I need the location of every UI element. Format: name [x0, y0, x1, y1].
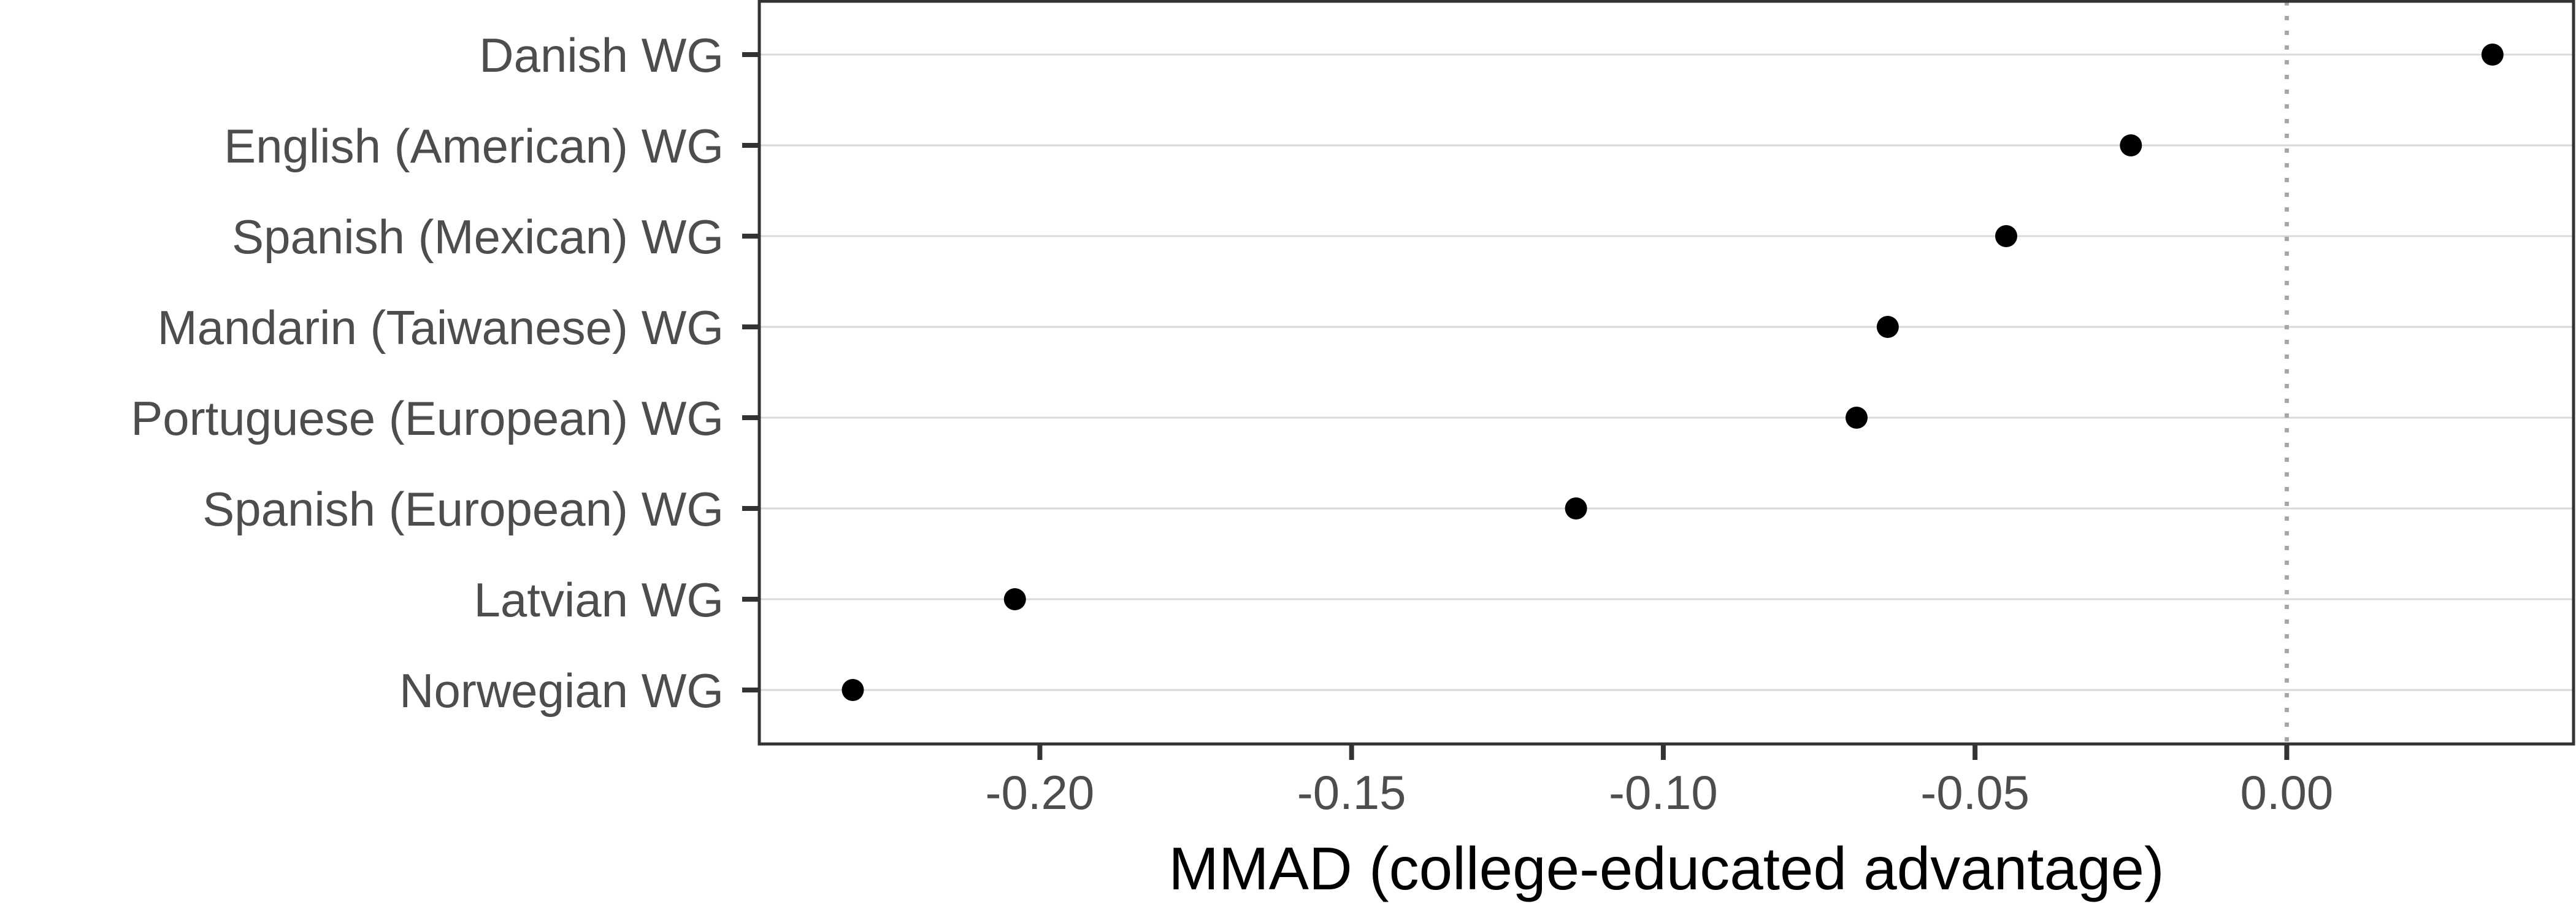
y-tick-label: Norwegian WG	[399, 664, 724, 718]
data-points	[841, 44, 2504, 701]
y-tick-label: Danish WG	[479, 28, 724, 82]
y-tick-label: Spanish (European) WG	[202, 482, 724, 536]
y-tick-label: English (American) WG	[224, 119, 724, 173]
x-axis: -0.20 -0.15 -0.10 -0.05 0.00	[986, 745, 2334, 819]
x-tick-label: -0.20	[986, 765, 1095, 819]
x-tick-label: -0.15	[1297, 765, 1406, 819]
data-point	[1846, 407, 1868, 429]
data-point	[1995, 225, 2017, 247]
x-tick-label: -0.10	[1609, 765, 1718, 819]
x-axis-title: MMAD (college-educated advantage)	[1168, 835, 2164, 902]
data-point	[841, 679, 864, 701]
y-tick-label: Spanish (Mexican) WG	[232, 210, 724, 264]
gridlines	[759, 53, 2574, 691]
x-tick-label: 0.00	[2241, 765, 2334, 819]
y-tick-label: Latvian WG	[474, 573, 724, 627]
data-point	[2120, 134, 2142, 156]
y-tick-label: Mandarin (Taiwanese) WG	[158, 301, 724, 355]
data-point	[1565, 497, 1587, 519]
y-axis: Danish WG English (American) WG Spanish (M…	[131, 28, 758, 718]
data-point	[1003, 588, 1026, 610]
panel-border	[757, 0, 2575, 746]
x-tick-label: -0.05	[1920, 765, 2030, 819]
data-point	[1876, 316, 1899, 338]
y-tick-label: Portuguese (European) WG	[131, 391, 724, 445]
data-point	[2481, 44, 2504, 66]
